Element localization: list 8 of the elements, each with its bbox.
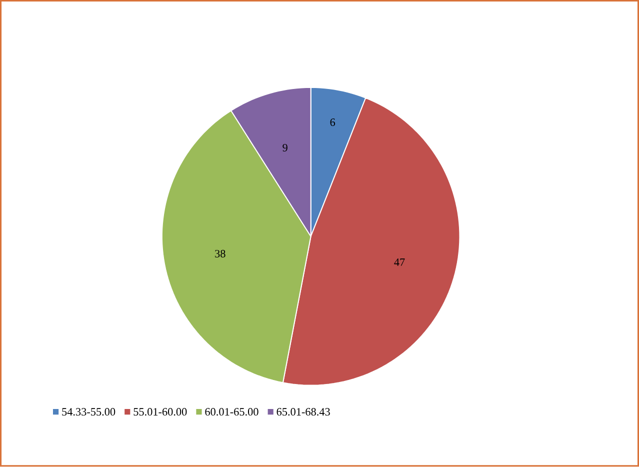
legend-label: 65.01-68.43 bbox=[276, 408, 330, 416]
legend-label: 54.33-55.00 bbox=[62, 408, 116, 416]
legend-label: 60.01-65.00 bbox=[205, 408, 258, 416]
data-label: 6 bbox=[330, 118, 336, 126]
data-label: 9 bbox=[282, 144, 288, 152]
data-label: 47 bbox=[394, 258, 405, 266]
data-label: 38 bbox=[215, 250, 226, 258]
legend-label: 55.01-60.00 bbox=[134, 408, 187, 416]
